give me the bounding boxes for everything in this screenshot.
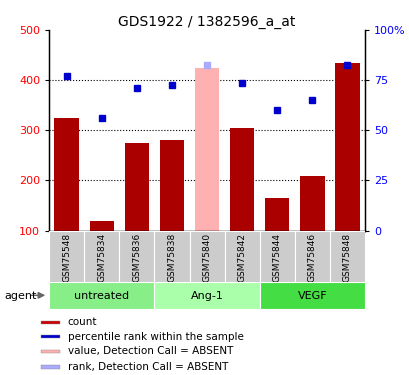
Text: count: count <box>67 317 97 327</box>
Text: GSM75838: GSM75838 <box>167 232 176 282</box>
Bar <box>299 177 324 231</box>
Bar <box>329 231 364 283</box>
Text: GSM75836: GSM75836 <box>132 232 141 282</box>
Bar <box>334 63 359 231</box>
Bar <box>189 231 224 283</box>
Text: GSM75844: GSM75844 <box>272 233 281 282</box>
Bar <box>224 231 259 283</box>
Bar <box>154 231 189 283</box>
Bar <box>54 118 79 231</box>
Bar <box>49 231 84 283</box>
Text: Ang-1: Ang-1 <box>190 291 223 301</box>
Text: GSM75834: GSM75834 <box>97 232 106 282</box>
Text: rank, Detection Call = ABSENT: rank, Detection Call = ABSENT <box>67 362 227 372</box>
Text: GSM75842: GSM75842 <box>237 233 246 282</box>
Bar <box>259 282 364 309</box>
Bar <box>229 128 254 231</box>
Text: VEGF: VEGF <box>297 291 326 301</box>
Bar <box>89 220 114 231</box>
Text: agent: agent <box>4 291 36 301</box>
Bar <box>194 68 219 231</box>
Bar <box>264 198 289 231</box>
Bar <box>40 321 60 324</box>
Bar <box>294 231 329 283</box>
Text: GSM75848: GSM75848 <box>342 232 351 282</box>
Bar <box>119 231 154 283</box>
Bar <box>40 365 60 369</box>
Text: GSM75548: GSM75548 <box>62 232 71 282</box>
Text: value, Detection Call = ABSENT: value, Detection Call = ABSENT <box>67 346 232 357</box>
Text: GSM75840: GSM75840 <box>202 232 211 282</box>
Bar <box>49 282 154 309</box>
Text: untreated: untreated <box>74 291 129 301</box>
Bar <box>40 335 60 339</box>
Bar <box>84 231 119 283</box>
Bar <box>124 143 149 231</box>
Bar <box>259 231 294 283</box>
Text: percentile rank within the sample: percentile rank within the sample <box>67 332 243 342</box>
Text: GSM75846: GSM75846 <box>307 232 316 282</box>
Bar <box>154 282 259 309</box>
Bar <box>40 350 60 353</box>
Bar <box>160 140 184 231</box>
Title: GDS1922 / 1382596_a_at: GDS1922 / 1382596_a_at <box>118 15 295 29</box>
